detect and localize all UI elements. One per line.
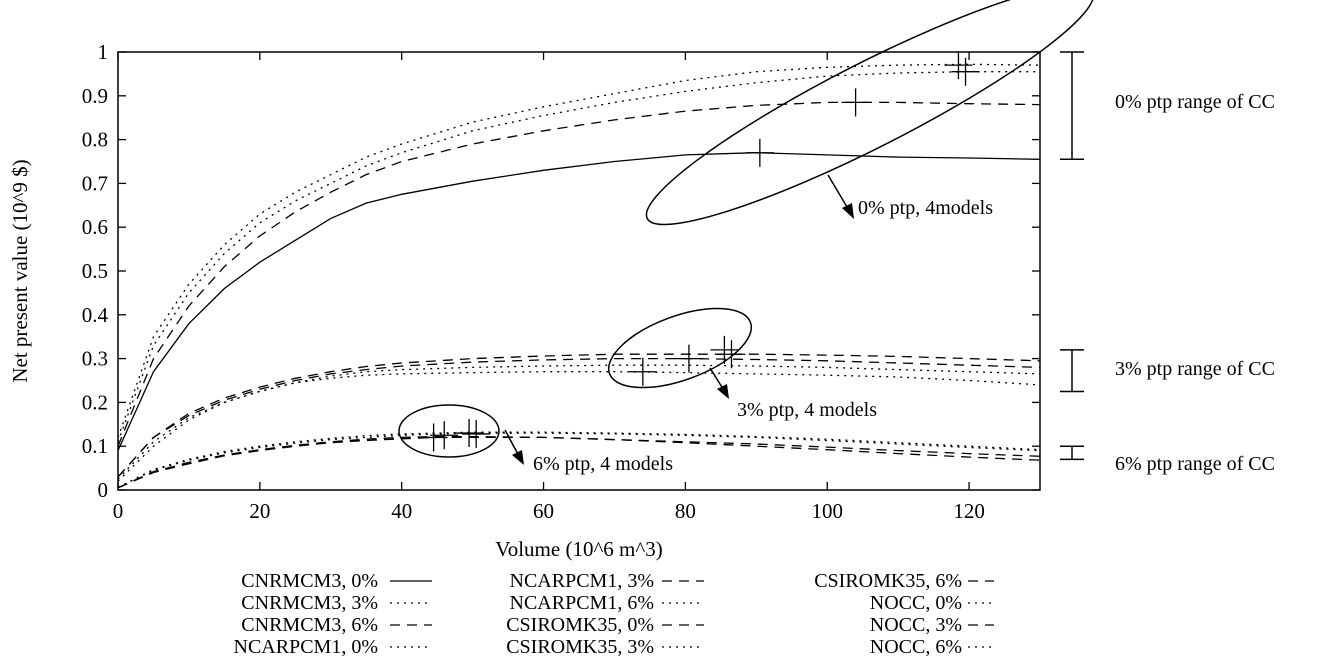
y-tick-label: 0.4 (82, 303, 109, 327)
series-layer (117, 63, 1041, 489)
range-bar-labels: 0% ptp range of CC 3% ptp range of CC 6%… (1115, 91, 1275, 475)
x-tick-label: 120 (953, 499, 985, 523)
series-line-9 (117, 71, 1040, 443)
legend-label: NCARPCM1, 6% (510, 592, 654, 614)
y-tick-label: 0.5 (82, 259, 108, 283)
arrowhead-6pct (512, 450, 524, 465)
y-tick-label: 0.1 (82, 434, 108, 458)
range-bar-2 (1060, 445, 1084, 461)
annotation-6pct: 6% ptp, 4 models (533, 453, 673, 475)
series-line-11 (117, 431, 1041, 488)
legend-label: NOCC, 6% (870, 636, 962, 658)
optimum-marker (745, 138, 774, 167)
arrowhead-3pct (717, 384, 729, 399)
optimum-marker (841, 88, 870, 117)
range-label-6pct: 6% ptp range of CC (1115, 453, 1275, 475)
optimum-marker (717, 340, 746, 369)
optima-ellipses (398, 0, 1095, 458)
axis-ticks: 0 20 40 60 80 100 120 0 0.1 0.2 0.3 0.4 0.5 0.6 0.7 0.8… (82, 40, 1040, 523)
range-label-3pct: 3% ptp range of CC (1115, 358, 1275, 380)
legend-label: CNRMCM3, 0% (241, 570, 378, 592)
y-tick-label: 0.6 (82, 215, 108, 239)
y-tick-label: 0.8 (82, 128, 108, 152)
annotation-labels: 0% ptp, 4models 3% ptp, 4 models 6% ptp,… (533, 197, 993, 475)
optimum-marker (951, 57, 980, 86)
series-line-5 (117, 432, 1041, 488)
optimum-marker (462, 419, 491, 448)
x-tick-label: 100 (811, 499, 843, 523)
series-line-10 (117, 353, 1041, 478)
y-axis-title: Net present value (10^9 $) (8, 159, 32, 382)
y-tick-label: 1 (98, 40, 109, 64)
annotation-0pct: 0% ptp, 4models (858, 197, 993, 219)
optimum-marker (944, 51, 973, 80)
legend-label: CSIROMK35, 3% (506, 636, 654, 658)
y-tick-label: 0.3 (82, 347, 108, 371)
plot-border (117, 51, 1041, 491)
y-tick-label: 0.7 (82, 171, 108, 195)
y-tick-label: 0 (98, 478, 109, 502)
legend-label: CSIROMK35, 0% (506, 614, 654, 636)
x-tick-label: 80 (675, 499, 696, 523)
x-tick-label: 40 (391, 499, 412, 523)
plot-frame (117, 51, 1041, 491)
ellipse-3pct (607, 307, 753, 389)
optimum-marker (455, 419, 484, 448)
series-line-0 (117, 152, 1041, 451)
legend-label: CSIROMK35, 6% (814, 570, 962, 592)
series-line-3 (117, 63, 1041, 438)
legend-label: NOCC, 3% (870, 614, 962, 636)
legend: CNRMCM3, 0%CNRMCM3, 3%CNRMCM3, 6%NCARPCM… (234, 570, 994, 658)
range-bar-0 (1060, 51, 1084, 161)
ellipse-0pct (645, 0, 1095, 226)
legend-label: CNRMCM3, 6% (241, 614, 378, 636)
x-tick-label: 60 (533, 499, 554, 523)
x-axis-title: Volume (10^6 m^3) (495, 537, 662, 561)
y-tick-label: 0.9 (82, 84, 108, 108)
legend-label: NCARPCM1, 0% (234, 636, 378, 658)
arrow-0pct (827, 174, 851, 213)
legend-label: NOCC, 0% (870, 592, 962, 614)
optima-markers (419, 51, 980, 452)
range-bars (1060, 51, 1084, 461)
range-label-0pct: 0% ptp range of CC (1115, 91, 1275, 113)
x-tick-label: 0 (113, 499, 124, 523)
x-tick-label: 20 (249, 499, 270, 523)
range-bar-1 (1060, 349, 1084, 393)
arrowhead-0pct (842, 203, 854, 219)
series-line-8 (117, 435, 1041, 489)
series-line-6 (117, 101, 1041, 447)
annotation-arrows (504, 174, 854, 465)
optimum-marker (710, 335, 739, 364)
series-line-4 (117, 357, 1041, 478)
legend-label: NCARPCM1, 3% (510, 570, 654, 592)
series-line-7 (117, 371, 1041, 480)
optimum-marker (430, 421, 459, 450)
optimum-marker (419, 423, 448, 452)
optimum-marker (674, 344, 703, 373)
ellipse-6pct (398, 404, 500, 458)
annotation-3pct: 3% ptp, 4 models (737, 399, 877, 421)
optimum-marker (628, 357, 657, 386)
legend-label: CNRMCM3, 3% (241, 592, 378, 614)
y-tick-label: 0.2 (82, 390, 108, 414)
